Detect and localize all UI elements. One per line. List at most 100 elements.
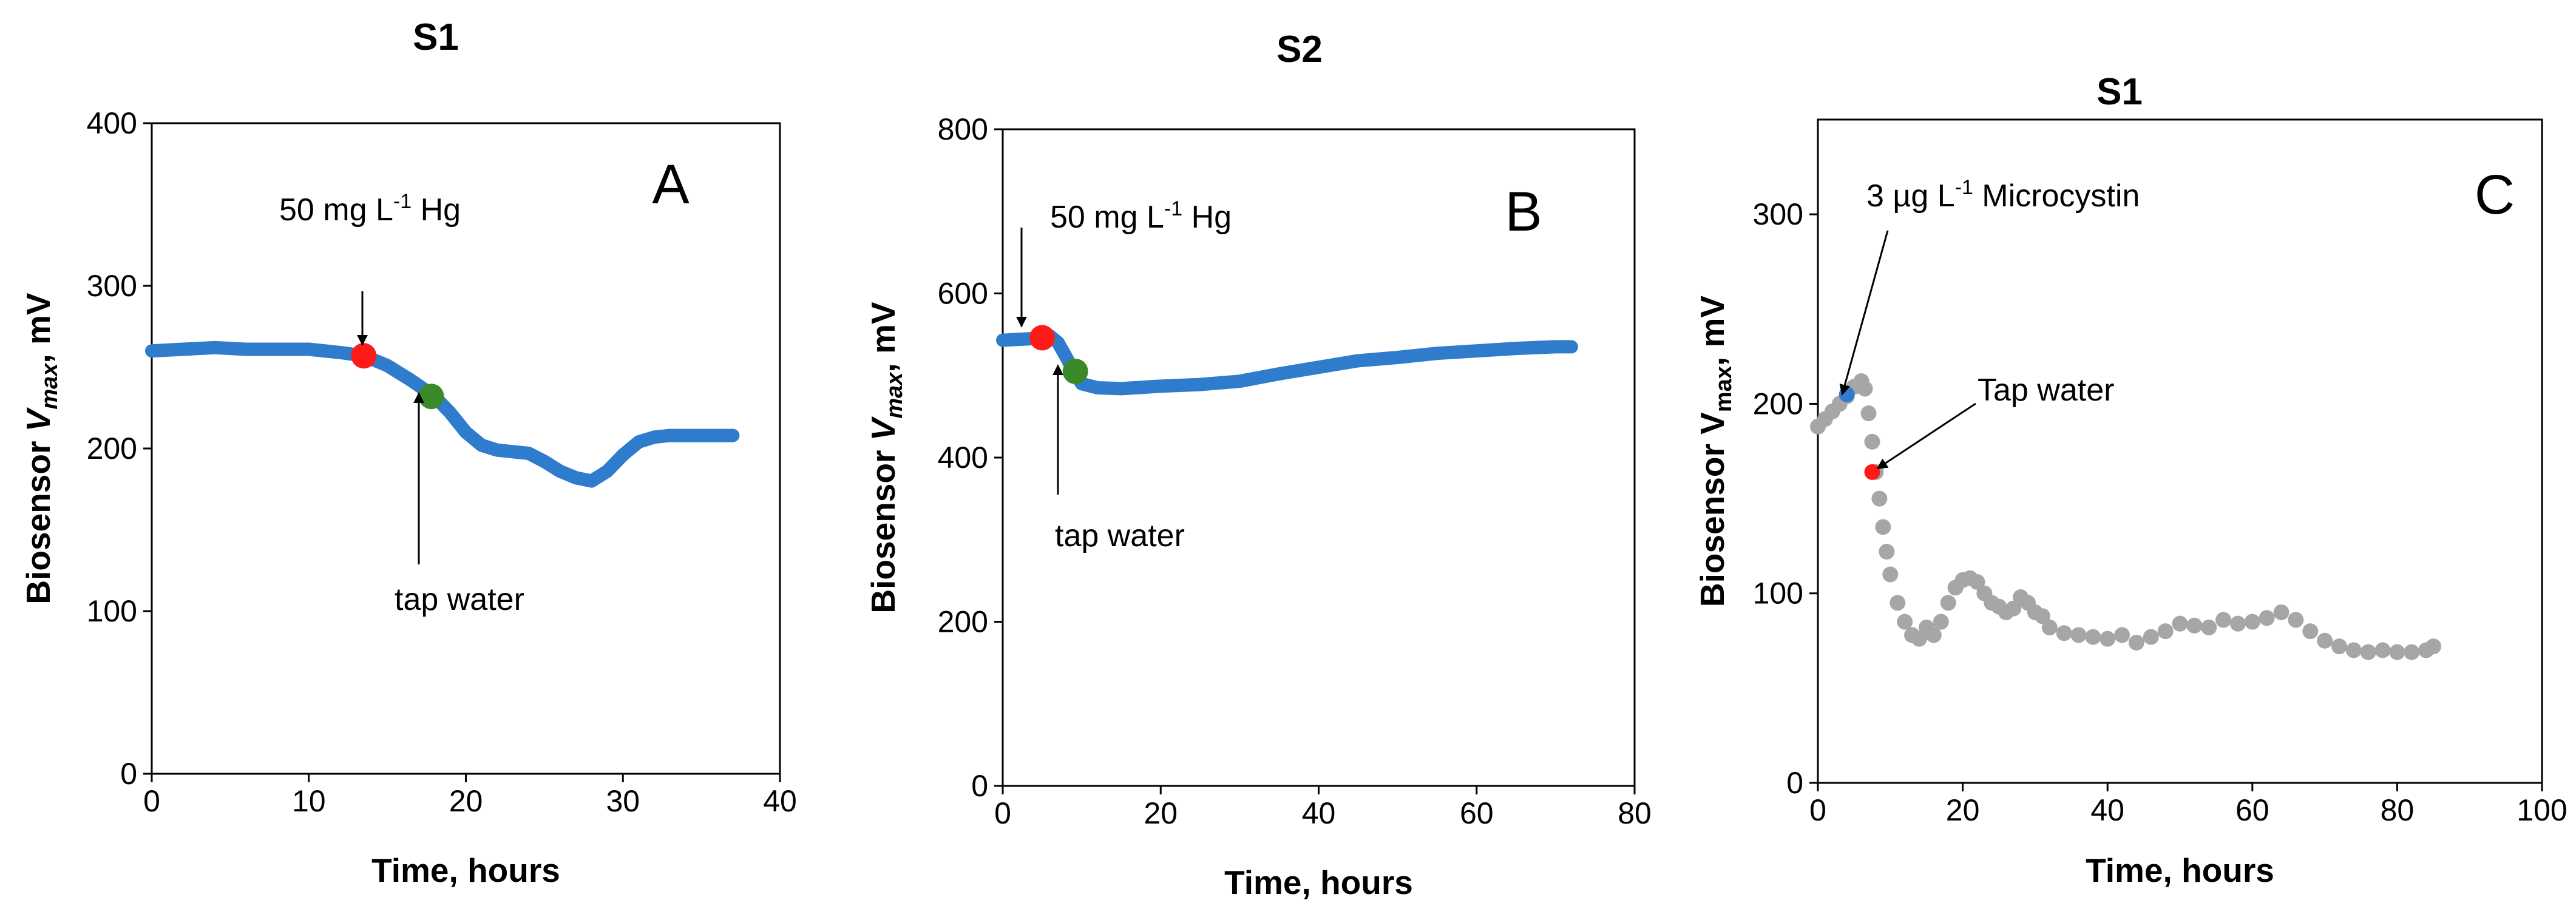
annotation-main: Tap water bbox=[1978, 373, 2114, 408]
data-point bbox=[2005, 600, 2022, 617]
y-tick-label: 300 bbox=[1753, 197, 1803, 231]
panel-title: S2 bbox=[1276, 29, 1323, 70]
event-marker bbox=[1062, 358, 1088, 384]
data-point bbox=[2273, 604, 2290, 620]
data-point bbox=[2186, 617, 2203, 634]
panel-title: S1 bbox=[413, 16, 459, 58]
annotation-arrow bbox=[1839, 230, 1889, 396]
data-point bbox=[2041, 619, 2058, 635]
data-point bbox=[2404, 644, 2420, 660]
y-tick-label: 0 bbox=[120, 757, 137, 791]
data-point bbox=[1864, 433, 1880, 450]
annotation-sup: -1 bbox=[1164, 197, 1182, 220]
x-tick-label: 40 bbox=[1302, 796, 1336, 830]
data-point bbox=[2229, 615, 2246, 632]
y-tick-label: 200 bbox=[1753, 387, 1803, 421]
data-point bbox=[2172, 615, 2188, 632]
x-tick-label: 30 bbox=[606, 784, 640, 818]
data-point bbox=[2345, 642, 2362, 658]
data-point bbox=[1875, 519, 1891, 535]
data-point bbox=[2143, 629, 2159, 645]
data-point bbox=[1860, 405, 1877, 422]
data-point bbox=[1879, 544, 1895, 560]
x-tick-label: 20 bbox=[1946, 793, 1980, 827]
x-tick-label: 80 bbox=[1618, 796, 1652, 830]
data-point bbox=[1925, 627, 1942, 643]
y-axis-label-sub: max bbox=[882, 371, 907, 419]
data-point bbox=[2070, 627, 2087, 643]
data-point bbox=[1969, 574, 1985, 590]
y-tick-label: 0 bbox=[971, 769, 988, 803]
annotation-tail: Hg bbox=[412, 192, 461, 228]
annotation-text: tap water bbox=[1055, 518, 1185, 553]
x-tick-label: 20 bbox=[449, 784, 483, 818]
x-tick-label: 0 bbox=[143, 784, 160, 818]
data-point bbox=[1897, 614, 1913, 630]
annotation-sup: -1 bbox=[1955, 176, 1973, 199]
x-axis-label: Time, hours bbox=[371, 851, 560, 889]
series-line bbox=[996, 329, 1578, 396]
x-axis-label: Time, hours bbox=[1224, 864, 1413, 901]
y-axis-label-prefix: Biosensor V bbox=[1693, 412, 1731, 607]
y-tick-label: 100 bbox=[87, 594, 137, 628]
x-tick-label: 10 bbox=[292, 784, 326, 818]
data-point bbox=[2034, 608, 2050, 624]
data-point bbox=[2331, 638, 2347, 655]
data-point bbox=[2360, 644, 2376, 660]
data-point bbox=[2317, 632, 2333, 649]
y-tick-label: 100 bbox=[1753, 577, 1803, 611]
data-point bbox=[2425, 638, 2442, 655]
data-point bbox=[2157, 623, 2174, 640]
y-axis-label-var: V bbox=[864, 416, 902, 441]
x-tick-label: 40 bbox=[763, 784, 797, 818]
y-axis-label: Biosensor Vmax, mV bbox=[1693, 296, 1737, 607]
y-axis-label: Biosensor Vmax, mV bbox=[864, 302, 907, 613]
annotation-tail: Microcystin bbox=[1973, 178, 2140, 214]
data-point bbox=[2201, 619, 2217, 635]
data-point bbox=[2374, 642, 2391, 658]
annotation-text: 50 mg L-1 Hg bbox=[1050, 197, 1232, 235]
data-point bbox=[1940, 595, 1956, 611]
data-point bbox=[2389, 644, 2405, 660]
data-point bbox=[2259, 610, 2275, 626]
y-axis-label-var: V bbox=[19, 407, 57, 431]
x-tick-label: 0 bbox=[1809, 793, 1826, 827]
annotation-text: tap water bbox=[395, 582, 524, 617]
annotation-text: Tap water bbox=[1978, 373, 2114, 408]
x-axis-label: Time, hours bbox=[2086, 851, 2274, 889]
annotation-main: tap water bbox=[1055, 518, 1185, 553]
x-tick-label: 0 bbox=[994, 796, 1011, 830]
annotation-tail: Hg bbox=[1182, 200, 1232, 235]
y-axis-label-prefix: Biosensor bbox=[864, 441, 902, 613]
y-axis-label-suffix: , mV bbox=[1693, 296, 1731, 366]
y-tick-label: 400 bbox=[87, 106, 137, 140]
y-tick-label: 0 bbox=[1786, 766, 1803, 800]
annotation-text: 50 mg L-1 Hg bbox=[279, 190, 461, 228]
y-tick-label: 600 bbox=[938, 277, 988, 311]
event-marker bbox=[1864, 464, 1880, 480]
plot-frame bbox=[1817, 118, 2543, 784]
event-marker bbox=[1029, 325, 1056, 351]
panel-title: S1 bbox=[2096, 71, 2143, 113]
y-tick-label: 300 bbox=[87, 269, 137, 303]
data-point bbox=[2302, 623, 2319, 640]
data-point bbox=[2288, 612, 2304, 628]
data-point bbox=[2215, 612, 2232, 628]
annotation-arrow bbox=[1876, 402, 1976, 470]
x-tick-label: 60 bbox=[1460, 796, 1494, 830]
annotation-main: 50 mg L bbox=[1050, 200, 1164, 235]
data-point bbox=[2100, 631, 2116, 647]
annotation-text: 3 µg L-1 Microcystin bbox=[1866, 176, 2140, 214]
panel-letter: B bbox=[1505, 181, 1542, 243]
x-tick-label: 20 bbox=[1144, 796, 1178, 830]
series-line bbox=[145, 340, 740, 488]
y-tick-label: 400 bbox=[938, 441, 988, 475]
annotation-main: 50 mg L bbox=[279, 192, 393, 228]
data-point bbox=[1890, 595, 1906, 611]
panel-letter: C bbox=[2475, 164, 2515, 226]
panel-letter: A bbox=[652, 154, 690, 215]
data-point bbox=[2244, 614, 2260, 630]
